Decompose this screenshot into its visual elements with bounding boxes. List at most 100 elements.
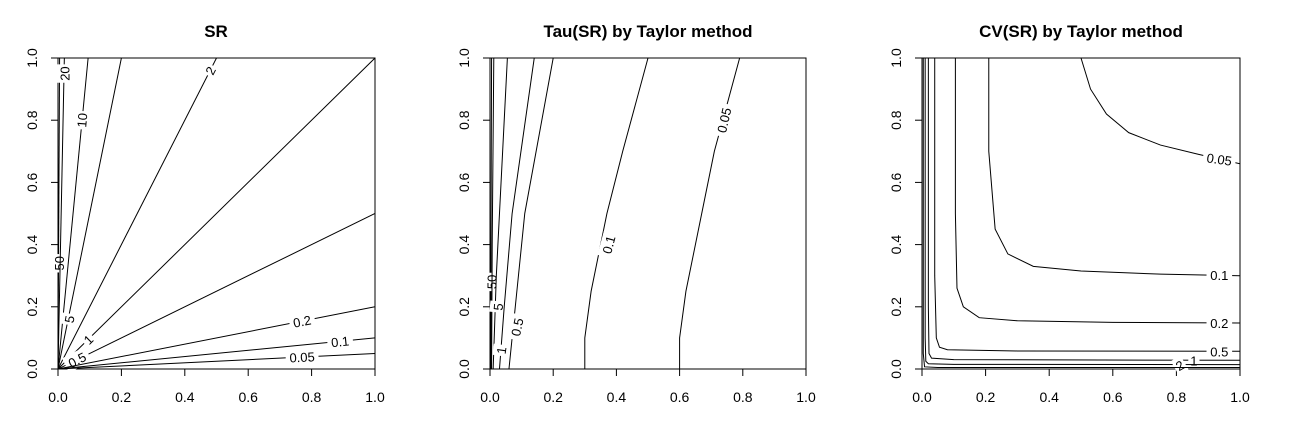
contour-line <box>954 58 1240 324</box>
contour-label-group: 0.1 <box>1206 267 1233 284</box>
contour-line <box>491 58 495 369</box>
contour-line <box>584 58 649 369</box>
y-tick-label: 0.8 <box>24 110 40 130</box>
contour-label-background <box>78 329 98 350</box>
y-tick-label: 0.6 <box>24 172 40 192</box>
y-tick-label: 0.4 <box>888 235 904 255</box>
contour-line <box>922 58 1240 368</box>
contour-label-group: 0.2 <box>1206 314 1233 331</box>
x-tick-label: 0.8 <box>733 389 753 405</box>
x-tick-label: 0.2 <box>976 389 996 405</box>
contour-label: 0.1 <box>1210 268 1228 283</box>
contour-label-background <box>1206 343 1233 360</box>
contour-label-background <box>597 230 620 260</box>
panel-cv-sr: CV(SR) by Taylor method 0.0 0.2 0.4 0.6 0.8 1… <box>888 22 1250 405</box>
y-tick-label: 1.0 <box>888 48 904 68</box>
contour-line <box>927 58 1240 361</box>
contour-line <box>1080 58 1240 165</box>
contour-label-background <box>492 343 510 357</box>
y-tick-label: 0.2 <box>456 297 472 317</box>
contour-label-background <box>61 346 93 373</box>
contour-label-group: 0.5 <box>506 312 528 342</box>
contour-label: 0.2 <box>1210 316 1228 331</box>
contour-label: 50 <box>52 256 67 270</box>
plot-frame <box>489 57 807 370</box>
x-tick-label: 0.2 <box>112 389 132 405</box>
contour-line <box>58 306 375 369</box>
x-tick-label: 0.0 <box>912 389 932 405</box>
contour-line <box>490 58 493 369</box>
contour-line <box>924 58 1240 366</box>
y-tick-label: 0.0 <box>456 359 472 379</box>
y-tick-label: 1.0 <box>24 48 40 68</box>
contour-label-group: 2 <box>1170 355 1189 375</box>
x-tick-label: 0.8 <box>1167 389 1187 405</box>
y-tick-label: 0.4 <box>456 235 472 255</box>
contour-label: 0.5 <box>66 349 89 371</box>
contour-line <box>58 352 375 369</box>
contour-label-background <box>326 332 354 351</box>
contour-label-group: 2 <box>200 61 220 80</box>
contour-label-group: 10 <box>73 110 91 131</box>
contour-label-group: 5 <box>489 300 507 314</box>
contour-label: 0.2 <box>292 313 313 331</box>
x-tick-label: 1.0 <box>796 389 816 405</box>
contour-label: 20 <box>57 66 72 80</box>
contour-line <box>679 58 741 369</box>
panel-title: CV(SR) by Taylor method <box>979 22 1183 41</box>
y-tick-label: 0.8 <box>456 110 472 130</box>
contour-label-group: 0.05 <box>712 102 736 138</box>
contour-label-group: 0.05 <box>1201 148 1237 170</box>
contour-label-group: 1 <box>492 343 510 357</box>
contour-line <box>58 58 217 369</box>
contour-label-group: 1 <box>1188 352 1200 369</box>
contour-label-group: 0.5 <box>61 346 93 373</box>
contour-label-group: 1 <box>78 329 98 350</box>
y-tick-label: 0.2 <box>24 297 40 317</box>
x-tick-label: 0.6 <box>1103 389 1123 405</box>
contour-label-background <box>712 102 736 138</box>
contour-label-background <box>489 300 507 314</box>
contour-label: 1 <box>1190 353 1197 368</box>
x-tick-label: 0.0 <box>480 389 500 405</box>
contour-label: 0.1 <box>599 234 618 255</box>
contour-label-background <box>56 64 73 83</box>
panel-title: Tau(SR) by Taylor method <box>543 22 752 41</box>
x-tick-label: 0.4 <box>1039 389 1059 405</box>
x-tick-label: 0.4 <box>175 389 195 405</box>
contour-line <box>934 58 1240 352</box>
contour-label: 5 <box>491 303 507 312</box>
contour-label: 0.5 <box>508 317 526 338</box>
panel-tau-sr: Tau(SR) by Taylor method 0.0 0.2 0.4 0.6 0.8… <box>456 22 816 405</box>
contour-label: 0.05 <box>1206 150 1233 168</box>
contour-label-group: 0.05 <box>285 348 319 366</box>
contour-label-background <box>1201 148 1237 170</box>
contour-label-background <box>285 348 319 366</box>
contour-label-background <box>200 61 220 80</box>
x-tick-label: 0.6 <box>670 389 690 405</box>
y-tick-label: 0.4 <box>24 235 40 255</box>
x-tick-label: 1.0 <box>365 389 385 405</box>
contour-label-group: 20 <box>56 64 73 83</box>
contour-label-background <box>50 254 67 273</box>
y-tick-label: 0.2 <box>888 297 904 317</box>
panel-title: SR <box>204 22 228 41</box>
contour-line <box>58 58 61 369</box>
y-tick-label: 1.0 <box>456 48 472 68</box>
contour-label-background <box>1206 267 1233 284</box>
contour-label-background <box>1188 352 1200 369</box>
x-tick-label: 0.6 <box>238 389 258 405</box>
y-tick-label: 0.0 <box>888 359 904 379</box>
contour-line <box>58 58 375 369</box>
contour-label: 0.05 <box>289 349 315 365</box>
x-tick-label: 1.0 <box>1230 389 1250 405</box>
contour-line <box>492 58 508 369</box>
x-tick-label: 0.2 <box>543 389 563 405</box>
x-tick-label: 0.0 <box>48 389 68 405</box>
contour-label-background <box>60 312 78 327</box>
contour-line <box>58 58 65 369</box>
contour-line <box>498 58 535 369</box>
contour-label-group: 0.1 <box>597 230 620 260</box>
contour-label-background <box>287 310 317 332</box>
contour-label-group: 0.5 <box>1206 343 1233 360</box>
